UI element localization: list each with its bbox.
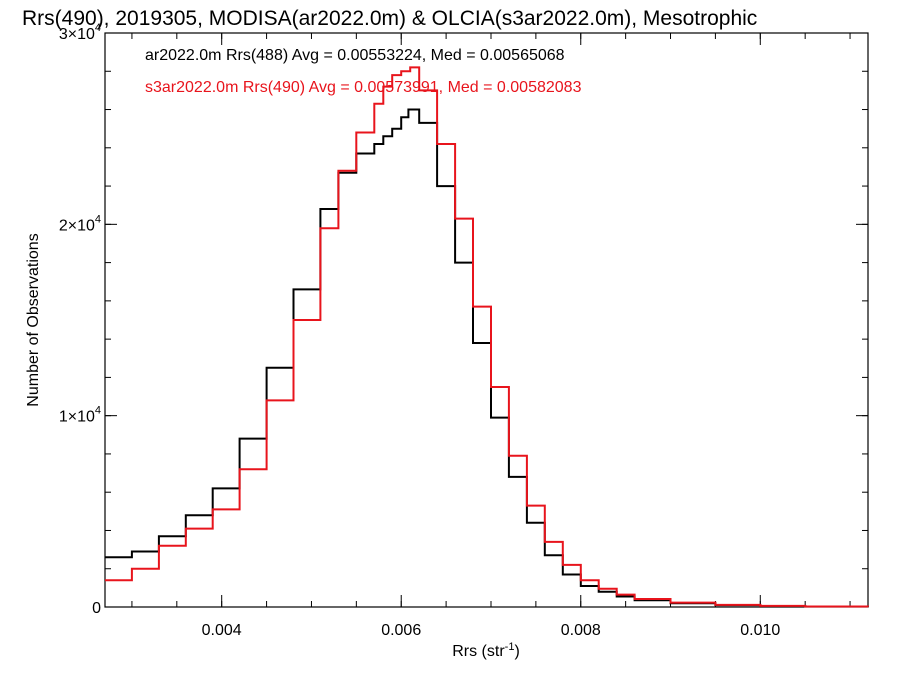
y-tick-label: 3×104 [59,22,101,43]
y-tick-label-exponent: 4 [95,22,101,34]
x-axis-label-exponent: -1 [505,641,515,653]
y-tick-label: 0 [92,600,101,617]
legend-entry-2: s3ar2022.0m Rrs(490) Avg = 0.00573991, M… [145,79,582,96]
y-tick-label-exponent: 4 [95,405,101,417]
x-axis-label-main: Rrs (str [452,643,505,660]
y-tick-label-exponent: 4 [95,213,101,225]
chart-title: Rrs(490), 2019305, MODISA(ar2022.0m) & O… [22,7,757,30]
y-tick-label-base: 0 [92,600,101,617]
y-tick-label: 2×104 [59,213,101,234]
series-line-2 [105,66,869,608]
x-tick-label: 0.006 [381,622,421,639]
y-tick-label-base: 1×10 [59,409,95,426]
x-axis-label: Rrs (str-1) [452,641,520,660]
x-axis-label-close: ) [514,643,519,660]
series-layer [105,66,869,608]
x-tick-label: 0.008 [561,622,601,639]
x-tick-label: 0.010 [740,622,780,639]
plot-frame [104,32,869,608]
y-tick-label-base: 3×10 [59,26,95,43]
series-line-1 [105,108,869,608]
y-axis-label: Number of Observations [25,233,42,406]
x-tick-label: 0.004 [202,622,242,639]
legend-entry-1: ar2022.0m Rrs(488) Avg = 0.00553224, Med… [145,47,565,64]
y-tick-label: 1×104 [59,405,101,426]
y-tick-label-base: 2×10 [59,217,95,234]
